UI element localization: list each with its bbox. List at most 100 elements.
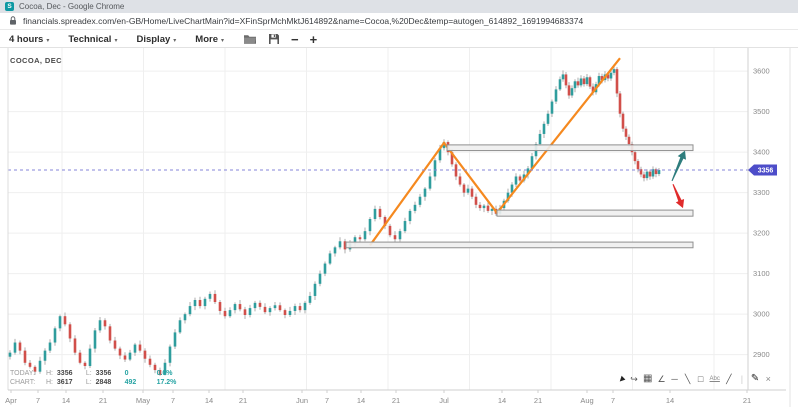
x-axis-label[interactable]: 21 <box>392 396 400 405</box>
legend-row-today: TODAY: H: 3356 L: 3356 0 0.0% <box>10 369 176 378</box>
candle <box>338 241 342 248</box>
candle <box>482 205 486 209</box>
up-arrow-annotation[interactable] <box>671 150 687 182</box>
pencil-icon[interactable]: ✎ <box>750 373 760 384</box>
candle <box>645 171 649 179</box>
candle <box>208 293 212 299</box>
x-axis-label[interactable]: Jul <box>439 396 449 405</box>
down-arrow-annotation[interactable] <box>672 184 685 209</box>
legend-row-name: CHART: <box>10 379 36 386</box>
candle <box>388 225 392 236</box>
y-axis-label[interactable]: 3300 <box>753 188 770 197</box>
x-axis-label[interactable]: Jun <box>296 396 308 405</box>
today-low-value: 3356 <box>95 370 112 377</box>
ray-icon[interactable]: ╱ <box>726 374 732 384</box>
x-axis-label[interactable]: 14 <box>205 396 213 405</box>
candle <box>609 72 613 79</box>
y-axis-label[interactable]: 3200 <box>753 229 770 238</box>
candle <box>561 74 565 80</box>
x-axis-label[interactable]: May <box>136 396 150 405</box>
x-axis-label[interactable]: 21 <box>743 396 751 405</box>
x-axis-label[interactable]: 7 <box>611 396 615 405</box>
x-axis-label[interactable]: 7 <box>325 396 329 405</box>
candle <box>518 176 522 181</box>
candle <box>38 360 42 372</box>
candle <box>633 152 637 162</box>
candle <box>93 330 97 349</box>
menu-technical[interactable]: Technical ▾ <box>68 34 117 45</box>
x-axis-label[interactable]: 21 <box>534 396 542 405</box>
chart-low-value: 2848 <box>95 379 112 386</box>
chevron-down-icon: ▾ <box>114 37 118 44</box>
candle <box>486 205 490 211</box>
text-icon[interactable]: Abc <box>709 376 720 382</box>
rectangle-icon[interactable]: □ <box>697 374 704 384</box>
y-axis-label[interactable]: 3600 <box>753 67 770 76</box>
candle <box>143 350 147 359</box>
trend-line-annotation[interactable] <box>369 57 621 246</box>
y-axis-label[interactable]: 2900 <box>753 350 770 359</box>
delete-icon[interactable]: × <box>765 374 771 384</box>
candle <box>118 348 122 356</box>
x-axis-label[interactable]: 7 <box>171 396 175 405</box>
resistance-zone[interactable] <box>446 144 694 152</box>
x-axis-label[interactable]: 14 <box>62 396 70 405</box>
save-icon[interactable] <box>268 33 280 45</box>
zoom-out-button[interactable]: − <box>291 31 299 47</box>
y-axis-label[interactable]: 3500 <box>753 107 770 116</box>
horizontal-line-icon[interactable]: ─ <box>671 374 678 384</box>
support-zone-2[interactable] <box>345 241 694 249</box>
y-axis-label[interactable]: 3400 <box>753 148 770 157</box>
candle <box>323 263 327 274</box>
x-axis-label[interactable]: 14 <box>498 396 506 405</box>
candle <box>378 208 382 217</box>
candle <box>579 78 583 86</box>
candlestick-chart[interactable]: 3600 3500 3400 3300 3200 3100 3000 2900 Apr 7 14 21… <box>0 48 798 407</box>
address-bar[interactable]: financials.spreadex.com/en-GB/Home/LiveC… <box>0 13 798 30</box>
x-axis-label[interactable]: 14 <box>357 396 365 405</box>
candle <box>63 316 67 325</box>
candle <box>526 168 530 175</box>
candle <box>53 328 57 343</box>
y-axis-label[interactable]: 3000 <box>753 310 770 319</box>
menu-more[interactable]: More ▾ <box>195 34 224 45</box>
candle <box>550 101 554 114</box>
candle <box>128 352 132 360</box>
x-axis-label[interactable]: 21 <box>99 396 107 405</box>
menu-interval[interactable]: 4 hours ▾ <box>9 34 49 45</box>
angle-icon[interactable]: ∠ <box>657 374 666 384</box>
candle <box>582 78 586 85</box>
x-axis-label[interactable]: 7 <box>36 396 40 405</box>
candle <box>585 77 589 85</box>
candle <box>88 348 92 367</box>
elbow-arrow-icon[interactable]: ↪ <box>630 374 638 384</box>
trend-line-icon[interactable]: ╲ <box>684 374 691 384</box>
candle <box>373 208 377 220</box>
support-zone-1[interactable] <box>496 209 694 217</box>
candle <box>193 300 197 307</box>
candle <box>624 128 628 137</box>
y-axis-label[interactable]: 3100 <box>753 269 770 278</box>
candle <box>328 253 332 264</box>
x-axis-label[interactable]: Aug <box>580 396 593 405</box>
spreadex-favicon: S <box>5 2 14 11</box>
candle <box>23 350 27 363</box>
grid-icon[interactable]: ▦ <box>643 373 653 384</box>
zoom-in-button[interactable]: + <box>309 31 318 47</box>
legend-row-chart: CHART: H: 3617 L: 2848 492 17.2% <box>10 378 176 387</box>
candle <box>83 362 87 367</box>
pointer-icon[interactable]: ▶ <box>616 374 626 384</box>
candle <box>428 176 432 189</box>
x-axis-label[interactable]: 21 <box>239 396 247 405</box>
candle <box>606 74 610 79</box>
drawing-toolbar: ▶ ↪ ▦ ∠ ─ ╲ □ Abc ╱ | ✎ × <box>617 373 772 385</box>
x-axis-label[interactable]: 14 <box>666 396 674 405</box>
open-folder-icon[interactable] <box>243 33 257 45</box>
candle <box>398 231 402 240</box>
candle <box>188 306 192 315</box>
menu-display[interactable]: Display ▾ <box>136 34 176 45</box>
x-axis-label[interactable]: Apr <box>5 396 17 405</box>
candle <box>8 352 12 357</box>
url-text[interactable]: financials.spreadex.com/en-GB/Home/LiveC… <box>23 16 584 26</box>
low-label: L: <box>85 370 92 377</box>
